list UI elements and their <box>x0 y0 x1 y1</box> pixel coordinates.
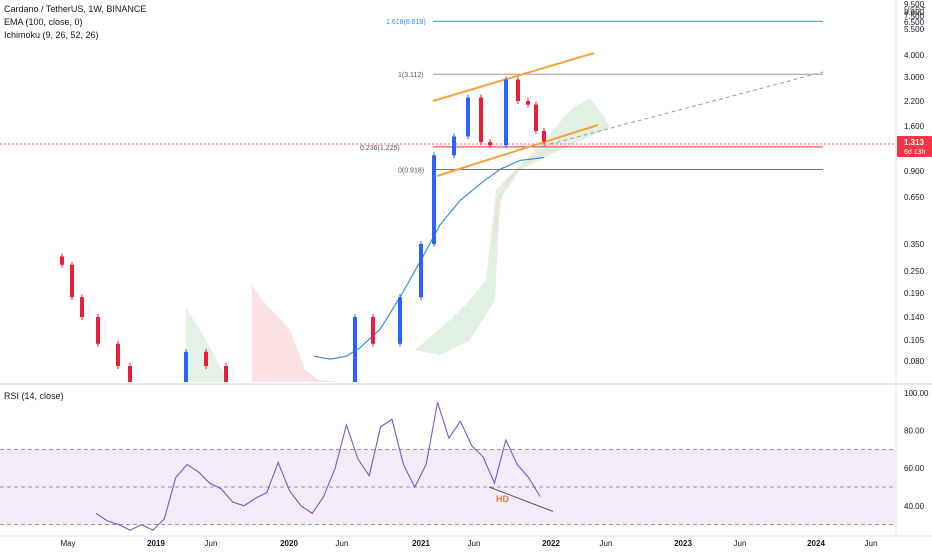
candle-body <box>70 264 74 298</box>
price-tick-label: 9.500 <box>904 0 925 9</box>
rsi-tick-label: 80.00 <box>904 427 925 436</box>
rsi-tick-label: 40.00 <box>904 502 925 511</box>
time-tick-label: 2019 <box>147 539 165 548</box>
time-tick-label: 2022 <box>542 539 560 548</box>
price-tick-label: 0.080 <box>904 357 925 366</box>
candle-body <box>353 317 357 382</box>
candle-body <box>371 317 375 344</box>
candle-body <box>516 79 520 101</box>
divergence-label: HD <box>496 494 509 504</box>
ichimoku-cloud-green <box>186 308 228 382</box>
candle-body <box>542 131 546 142</box>
price-tick-label: 0.190 <box>904 289 925 298</box>
rsi-tick-label: 60.00 <box>904 464 925 473</box>
rsi-line <box>95 402 541 531</box>
price-badge <box>897 136 932 157</box>
price-badge-value: 1.313 <box>904 138 925 147</box>
candle-body <box>184 351 188 382</box>
extended-trendline <box>542 71 824 147</box>
candle-body <box>116 343 120 366</box>
price-tick-label: 4.000 <box>904 51 925 60</box>
time-tick-label: Jun <box>205 539 218 548</box>
candle-body <box>224 365 228 382</box>
rsi-legend[interactable]: RSI (14, close) <box>4 391 64 401</box>
price-tick-label: 1.600 <box>904 122 925 131</box>
time-tick-label: Jun <box>336 539 349 548</box>
candle-body <box>128 365 132 382</box>
candle-body <box>419 244 423 298</box>
candle-body <box>80 297 84 317</box>
price-tick-label: 0.650 <box>904 193 925 202</box>
price-tick-label: 3.000 <box>904 73 925 82</box>
ichimoku-cloud-red <box>252 285 340 382</box>
ichimoku-cloud-red <box>490 150 560 290</box>
candle-body <box>96 317 100 344</box>
time-tick-label: 2023 <box>674 539 692 548</box>
ema-legend[interactable]: EMA (100, close, 0) <box>4 17 83 27</box>
fib-level-label: 0(0.918) <box>398 167 424 174</box>
fib-level-label: 1(3.112) <box>398 72 424 79</box>
price-tick-label: 0.900 <box>904 167 925 176</box>
time-tick-label: Jun <box>865 539 878 548</box>
price-tick-label: 0.250 <box>904 267 925 276</box>
price-tick-label: 7.500 <box>904 12 925 21</box>
channel-upper-line <box>432 52 595 102</box>
channel-lower-line <box>436 124 599 177</box>
fib-level-label: 0.236(1.225) <box>360 145 400 152</box>
divergence-line <box>488 486 554 512</box>
price-tick-label: 8.600 <box>904 8 925 17</box>
time-tick-label: 2021 <box>412 539 430 548</box>
candle-body <box>432 155 436 244</box>
ema-100-line <box>313 156 545 360</box>
price-tick-label: 6.500 <box>904 18 925 27</box>
price-tick-label: 0.350 <box>904 240 925 249</box>
candle-body <box>452 136 456 156</box>
candle-body <box>534 104 538 132</box>
rsi-tick-label: 100.00 <box>904 389 929 398</box>
currency-label: USDT <box>904 6 926 15</box>
time-tick-label: Jun <box>468 539 481 548</box>
ichimoku-cloud-green <box>415 98 610 355</box>
price-tick-label: 0.105 <box>904 336 925 345</box>
time-tick-label: May <box>60 539 75 548</box>
price-tick-label: 0.140 <box>904 313 925 322</box>
candle-body <box>479 97 483 143</box>
fib-level-label: 1.618(6.618) <box>386 19 426 26</box>
time-tick-label: 2020 <box>280 539 298 548</box>
candle-body <box>504 79 508 146</box>
candle-body <box>488 142 492 146</box>
candle-body <box>60 256 64 265</box>
price-tick-label: 2.200 <box>904 97 925 106</box>
symbol-title[interactable]: Cardano / TetherUS, 1W, BINANCE <box>4 4 147 14</box>
ichimoku-legend[interactable]: Ichimoku (9, 26, 52, 26) <box>4 30 99 40</box>
price-tick-label: 5.500 <box>904 25 925 34</box>
time-tick-label: Jun <box>734 539 747 548</box>
candle-body <box>526 101 530 105</box>
price-badge-countdown: 6d 13h <box>904 149 926 156</box>
candle-body <box>466 97 470 137</box>
candle-body <box>398 297 402 344</box>
candle-body <box>204 351 208 366</box>
time-tick-label: 2024 <box>807 539 825 548</box>
time-tick-label: Jun <box>600 539 613 548</box>
